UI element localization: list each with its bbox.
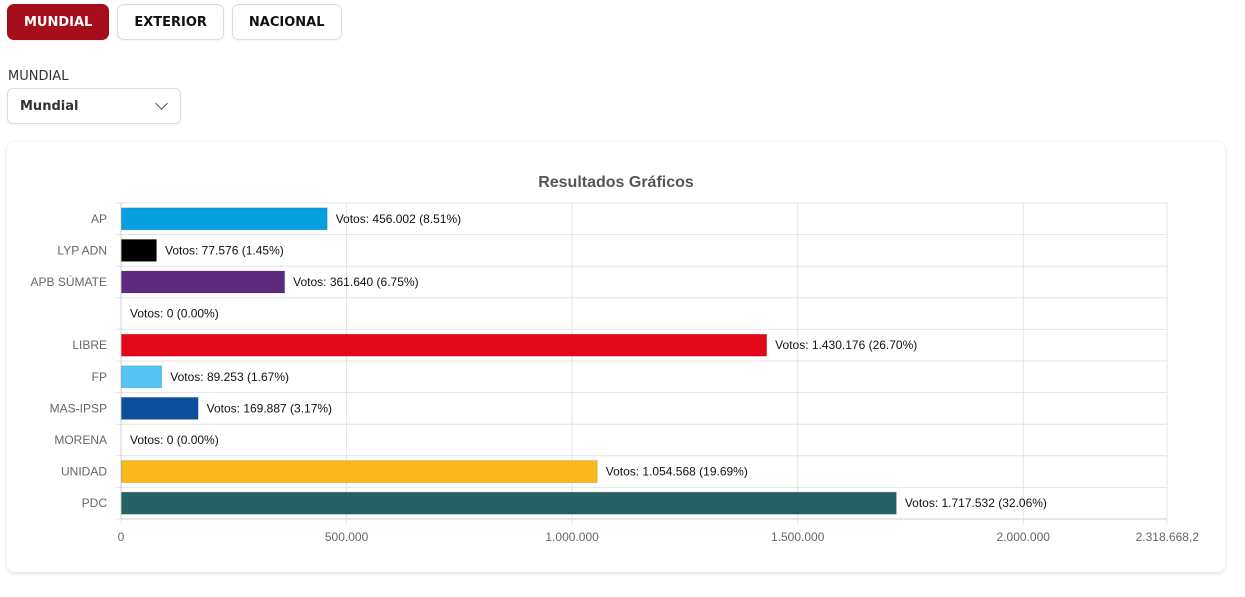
category-label: MORENA	[54, 433, 107, 447]
bar	[121, 207, 328, 231]
category-label: MAS-IPSP	[50, 401, 107, 415]
results-bar-chart: AP Votos: 456.002 (8.51%) LYP ADN Votos: 77…	[31, 202, 1200, 544]
data-label: Votos: 0 (0.00%)	[130, 307, 219, 321]
filter-label: MUNDIAL	[8, 69, 69, 84]
data-label: Votos: 89.253 (1.67%)	[170, 370, 289, 384]
region-tabs: MUNDIAL EXTERIOR NACIONAL	[7, 4, 342, 40]
chevron-down-icon	[155, 97, 168, 110]
bar	[121, 365, 163, 389]
tab-nacional[interactable]: NACIONAL	[231, 4, 342, 40]
category-label: PDC	[82, 496, 108, 510]
category-label: FP	[92, 370, 107, 384]
data-label: Votos: 77.576 (1.45%)	[165, 243, 284, 257]
data-label: Votos: 1.054.568 (19.69%)	[606, 465, 748, 479]
category-label: AP	[91, 212, 107, 226]
bar	[121, 396, 199, 420]
tab-exterior[interactable]: EXTERIOR	[117, 4, 224, 40]
x-tick-label: 1.500.000	[771, 530, 825, 544]
bar	[121, 333, 768, 357]
x-tick-label: 2.318.668,2	[1136, 530, 1200, 544]
data-label: Votos: 361.640 (6.75%)	[293, 275, 418, 289]
region-select[interactable]: Mundial	[7, 88, 181, 124]
bar	[121, 270, 286, 294]
data-label: Votos: 169.887 (3.17%)	[207, 401, 332, 415]
x-tick-label: 2.000.000	[997, 530, 1051, 544]
category-label: LYP ADN	[57, 243, 107, 257]
x-tick-label: 0	[118, 530, 125, 544]
bar	[121, 491, 897, 515]
category-label: UNIDAD	[61, 465, 107, 479]
tab-mundial[interactable]: MUNDIAL	[7, 4, 110, 40]
data-label: Votos: 456.002 (8.51%)	[336, 212, 461, 226]
data-label: Votos: 1.717.532 (32.06%)	[905, 496, 1047, 510]
x-tick-label: 1.000.000	[545, 530, 599, 544]
bar	[121, 460, 598, 484]
data-label: Votos: 1.430.176 (26.70%)	[775, 338, 917, 352]
chart-card: Resultados Gráficos AP Votos: 456.002 (8.…	[7, 142, 1225, 572]
data-label: Votos: 0 (0.00%)	[130, 433, 219, 447]
chart-title: Resultados Gráficos	[538, 174, 694, 191]
category-label: APB SÚMATE	[31, 274, 107, 289]
x-tick-label: 500.000	[325, 530, 369, 544]
category-label: LIBRE	[72, 338, 107, 352]
region-select-value: Mundial	[20, 98, 79, 114]
bar	[121, 238, 157, 262]
